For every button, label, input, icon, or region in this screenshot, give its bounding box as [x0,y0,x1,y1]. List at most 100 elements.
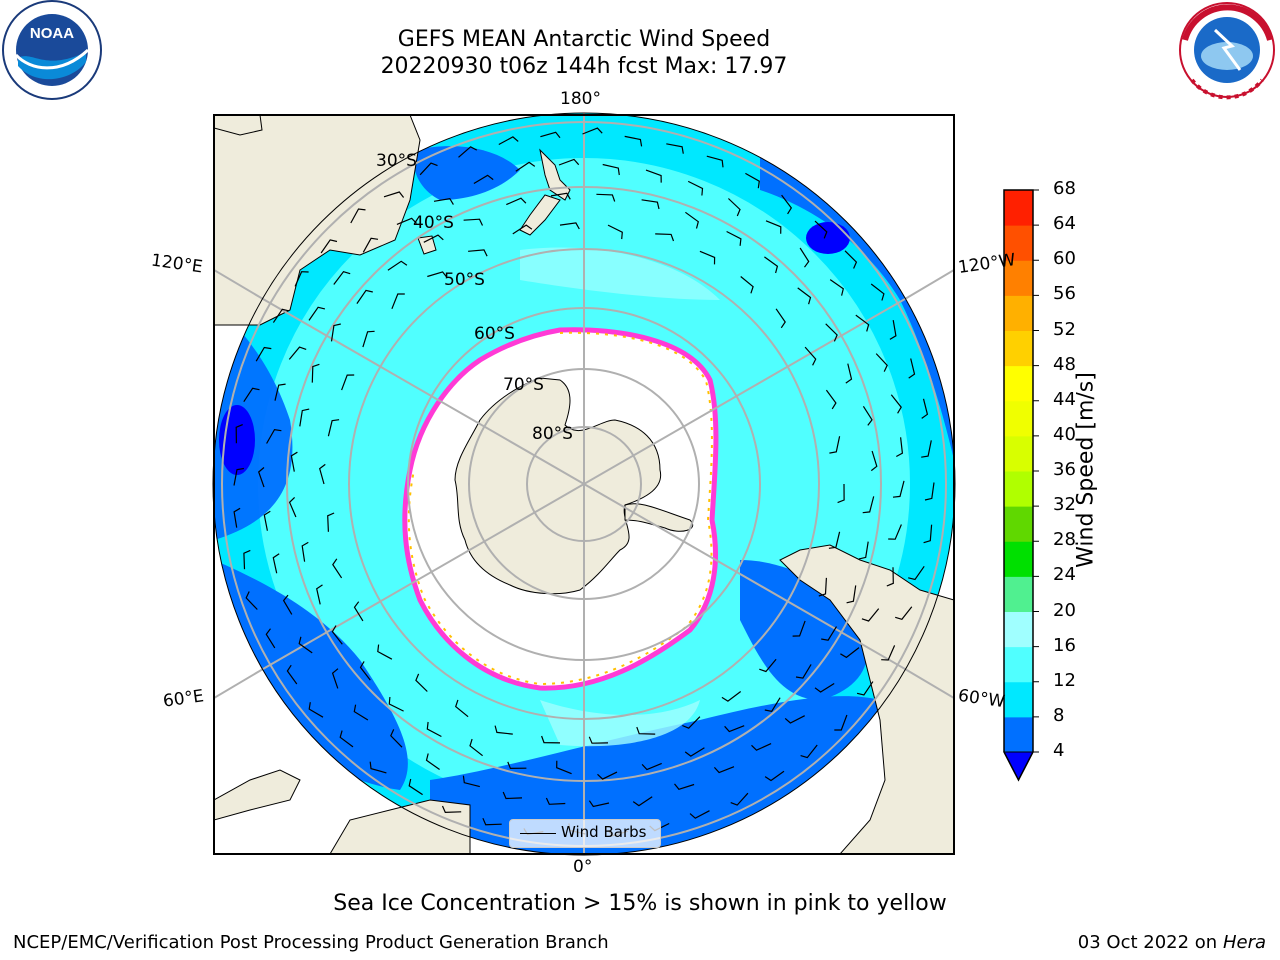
wind-barb [353,704,369,721]
wind-barb [745,172,760,189]
wind-barb [814,682,835,693]
wind-barb [895,606,913,620]
wind-barb [455,699,469,718]
colorbar-frame [1003,189,1034,782]
wind-barb [396,217,417,225]
wind-barb [597,771,618,780]
colorbar-segment [1004,541,1033,577]
wind-barb [870,450,878,472]
wind-barb [441,805,462,814]
wind-barb [764,256,779,274]
wind-barb [845,363,853,384]
wind-barb [858,541,869,560]
colorbar-segment [1004,330,1033,367]
wind-barb [390,729,403,748]
wind-barb [308,306,326,321]
colorbar-tick-label: 32 [1053,494,1076,516]
wind-barbs [233,127,935,837]
wind-barb [498,136,519,146]
footer-date-text: 03 Oct 2022 on [1077,932,1223,953]
wind-barb [781,194,793,215]
wind-barb [799,247,810,268]
wind-barb [331,625,343,645]
wind-barb [875,353,888,372]
colorbar-segment [1004,506,1033,542]
legend-label: Wind Barbs [561,823,647,841]
wind-barb [888,524,902,540]
colorbar-segment [1004,716,1033,753]
lat-label-60s: 60°S [474,324,515,344]
colorbar-segment [1004,435,1033,472]
colorbar-tick-label: 4 [1053,740,1065,761]
wind-barb [818,577,827,597]
wind-barb [540,131,561,139]
colorbar-segment [1004,365,1033,402]
wind-barb [846,585,857,604]
wind-barb [359,661,371,681]
colorbar-label: Wind Speed [m/s] [1073,372,1099,568]
wind-barb [713,766,735,774]
wind-barb [319,463,326,485]
lat-label-70s: 70°S [503,375,544,395]
colorbar-tick-label: 44 [1053,388,1076,410]
wind-barb [387,260,408,271]
lon-label-180: 180° [560,89,601,109]
colorbar-tick-label: 28 [1053,529,1076,551]
wind-barb [316,584,323,605]
wind-barb [759,658,777,673]
wind-barb [426,721,442,738]
footer-host: Hera [1222,932,1266,953]
wind-barb [682,716,701,729]
wind-barb [890,394,902,414]
wind-barb [870,283,885,301]
wind-barb [825,323,838,342]
wind-barb [383,191,405,198]
colorbar-segment [1004,611,1033,648]
wind-barb [775,308,786,329]
wind-barb [792,620,806,637]
wind-barb [641,762,662,771]
wind-barb [327,419,340,437]
colorbar-tick-label: 20 [1053,599,1076,621]
wind-barb [353,601,364,622]
sea-ice-note: Sea Ice Concentration > 15% is shown in … [333,891,947,916]
wind-barb [339,730,354,748]
wind-barb [473,174,494,185]
wind-barb [388,696,404,712]
lat-label-80s: 80°S [532,424,573,444]
footer-date: 03 Oct 2022 on Hera [1078,932,1266,953]
colorbar-tick-label: 16 [1053,634,1076,656]
colorbar-tick-label: 68 [1053,178,1076,199]
wind-barb [266,428,282,444]
wind-barb [512,224,533,235]
wind-barb [415,673,428,692]
wind-barb [320,239,338,254]
wind-barb [462,775,480,788]
wind-barb [330,323,341,342]
wind-barb [257,467,265,488]
wind-barb [427,271,448,278]
wind-barb [288,346,307,360]
graticule [221,113,947,855]
wind-barb [582,127,603,135]
colorbar-segment [1004,225,1033,261]
wind-barb [828,531,841,549]
wind-barb [724,725,745,733]
wind-barb [311,363,320,383]
wind-barb [468,249,488,257]
wind-barb [243,387,260,403]
wind-barb [282,594,293,615]
colorbar-tick-label: 56 [1053,283,1076,305]
wind-barb [829,279,844,296]
wind-barb [356,289,373,304]
wind-barb [463,218,484,226]
wind-barb [862,496,875,514]
wind-barb [299,408,310,427]
wind-barb [274,383,286,401]
wind-barb [674,783,695,790]
wind-barb [892,480,905,498]
wind-barb [764,697,781,712]
wind-barb [795,664,812,679]
wind-barb [425,753,440,770]
wind-barb [602,163,620,176]
